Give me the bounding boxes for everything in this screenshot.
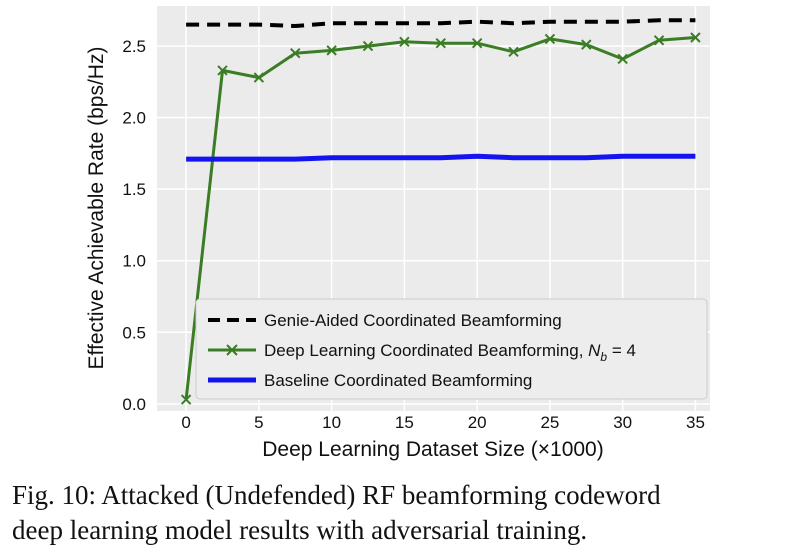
data-point-marker (653, 35, 665, 46)
data-point-marker (290, 48, 301, 59)
chart: 0 5 10 15 20 25 30 35 0.0 0.5 1.0 1.5 2.0 2.5 Deep L… (85, 6, 710, 461)
y-tick-label: 1.0 (122, 252, 146, 271)
legend-box (195, 298, 708, 400)
data-point-marker (508, 46, 519, 58)
legend-label-deep-learning-suffix: = 4 (607, 341, 636, 360)
data-point-marker (253, 72, 265, 83)
data-point-marker (690, 32, 701, 43)
legend-label-deep-learning-sub: b (600, 350, 607, 364)
x-tick-label: 5 (254, 413, 263, 432)
series-line-genie-aided (186, 18, 696, 28)
x-tick-label: 35 (686, 413, 705, 432)
x-tick-label: 10 (322, 413, 341, 432)
series-layer (180, 18, 701, 405)
x-tick-label: 30 (613, 413, 632, 432)
x-tick-label: 25 (540, 413, 559, 432)
legend-label-deep-learning-math: N (588, 341, 601, 360)
legend: Genie-Aided Coordinated Beamforming Deep… (195, 298, 708, 400)
y-axis-label: Effective Achievable Rate (bps/Hz) (85, 47, 108, 370)
y-tick-label: 0.5 (122, 323, 146, 342)
y-tick-label: 1.5 (122, 180, 146, 199)
data-point-marker (326, 45, 337, 56)
data-point-marker (362, 40, 374, 52)
data-point-marker (471, 38, 483, 49)
data-point-marker (180, 394, 192, 405)
y-tick-label: 2.0 (122, 109, 146, 128)
caption-line-1: Fig. 10: Attacked (Undefended) RF beamfo… (12, 480, 661, 510)
series-line-baseline (186, 153, 696, 162)
y-tick-label: 0.0 (122, 395, 146, 414)
data-point-marker (581, 39, 592, 50)
data-point-marker (399, 36, 410, 47)
data-point-marker (435, 38, 446, 49)
x-axis-label: Deep Learning Dataset Size (×1000) (262, 438, 603, 461)
data-point-marker (217, 65, 228, 76)
legend-label-baseline: Baseline Coordinated Beamforming (264, 371, 532, 390)
legend-label-genie: Genie-Aided Coordinated Beamforming (264, 311, 562, 330)
x-tick-label: 0 (181, 413, 190, 432)
legend-label-deep-learning-prefix: Deep Learning Coordinated Beamforming, (264, 341, 588, 360)
x-tick-label: 15 (395, 413, 414, 432)
data-point-marker (617, 53, 628, 65)
x-tick-labels: 0 5 10 15 20 25 30 35 (181, 413, 705, 432)
x-tick-label: 20 (468, 413, 487, 432)
legend-label-deep-learning: Deep Learning Coordinated Beamforming, N… (264, 341, 636, 364)
data-point-marker (544, 33, 556, 45)
y-tick-label: 2.5 (122, 37, 146, 56)
legend-marker-deep-learning (226, 344, 238, 356)
y-tick-labels: 0.0 0.5 1.0 1.5 2.0 2.5 (122, 37, 146, 414)
caption-line-2: deep learning model results with adversa… (12, 515, 588, 545)
figure-caption: Fig. 10: Attacked (Undefended) RF beamfo… (12, 478, 792, 548)
